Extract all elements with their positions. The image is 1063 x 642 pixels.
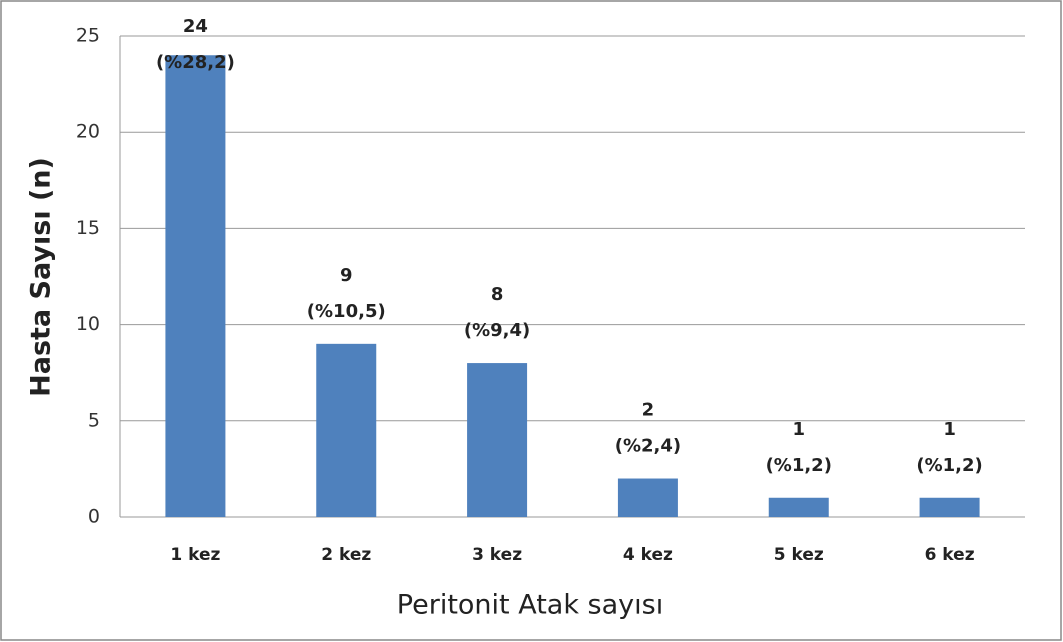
- bar: [316, 343, 377, 517]
- data-label: 9: [340, 265, 353, 286]
- x-tick-label: 3 kez: [472, 545, 522, 565]
- data-label: 1: [792, 419, 805, 440]
- percent-label: (%9,4): [464, 320, 530, 341]
- y-tick-label: 5: [88, 409, 100, 431]
- data-label: 24: [183, 16, 208, 37]
- y-tick-label: 10: [76, 313, 100, 335]
- x-tick-label: 5 kez: [774, 545, 824, 565]
- x-tick-label: 1 kez: [170, 545, 220, 565]
- data-label: 8: [491, 284, 504, 305]
- y-tick-label: 20: [76, 121, 100, 143]
- x-tick-label: 4 kez: [623, 545, 673, 565]
- data-label: 2: [642, 400, 655, 421]
- x-tick-label: 6 kez: [925, 545, 975, 565]
- bar: [768, 497, 829, 517]
- percent-label: (%10,5): [307, 301, 386, 322]
- percent-label: (%2,4): [615, 436, 681, 457]
- percent-label: (%1,2): [916, 455, 982, 476]
- x-tick-label: 2 kez: [321, 545, 371, 565]
- y-tick-label: 25: [76, 25, 100, 47]
- x-axis-title: Peritonit Atak sayısı: [397, 590, 663, 621]
- bar: [467, 363, 528, 517]
- percent-label: (%28,2): [156, 52, 235, 73]
- y-tick-label: 0: [88, 506, 100, 528]
- bar: [919, 497, 980, 517]
- data-label: 1: [943, 419, 956, 440]
- y-tick-label: 15: [76, 217, 100, 239]
- percent-label: (%1,2): [766, 455, 832, 476]
- bar: [165, 55, 226, 518]
- bar: [617, 478, 678, 517]
- y-axis-title: Hasta Sayısı (n): [26, 157, 57, 397]
